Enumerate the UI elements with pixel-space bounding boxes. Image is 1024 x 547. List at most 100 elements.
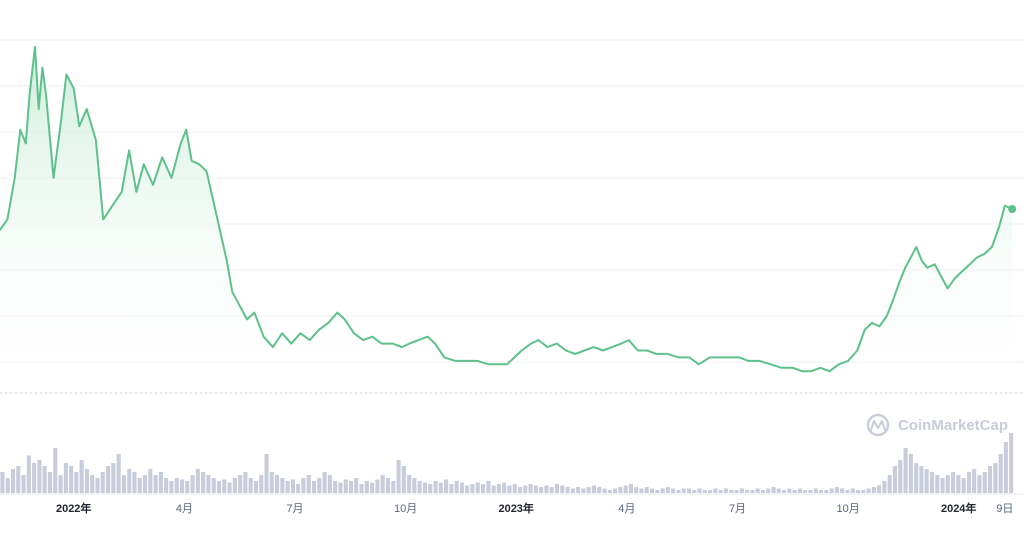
x-tick-label: 4月 bbox=[176, 503, 193, 515]
volume-bar bbox=[132, 472, 137, 493]
volume-bar bbox=[253, 481, 258, 493]
volume-bar bbox=[169, 481, 174, 493]
volume-bar bbox=[37, 460, 42, 493]
volume-bar bbox=[697, 488, 702, 493]
volume-bar bbox=[565, 487, 570, 493]
volume-bar bbox=[206, 475, 211, 493]
volume-bar bbox=[956, 475, 961, 493]
volume-bar bbox=[544, 485, 549, 493]
volume-bar bbox=[143, 475, 148, 493]
volume-bar bbox=[375, 479, 380, 493]
volume-bar bbox=[882, 481, 887, 493]
volume-bar bbox=[238, 475, 243, 493]
volume-bar bbox=[597, 487, 602, 493]
volume-bar bbox=[586, 487, 591, 493]
x-tick-label: 2024年 bbox=[941, 501, 976, 515]
volume-bar bbox=[829, 488, 834, 493]
volume-bar bbox=[687, 488, 692, 493]
volume-bar bbox=[232, 478, 237, 493]
volume-bar bbox=[613, 488, 618, 493]
volume-bar bbox=[845, 490, 850, 493]
volume-bar bbox=[898, 460, 903, 493]
volume-bar bbox=[148, 469, 153, 493]
volume-bar bbox=[412, 478, 417, 493]
volume-bar bbox=[385, 478, 390, 493]
volume-bar bbox=[618, 487, 623, 493]
volume-bar bbox=[782, 490, 787, 493]
volume-bar bbox=[317, 478, 322, 493]
volume-bar bbox=[312, 481, 317, 493]
volume-bar bbox=[417, 481, 422, 493]
volume-bar bbox=[164, 478, 169, 493]
volume-bar bbox=[380, 475, 385, 493]
volume-bar bbox=[570, 488, 575, 493]
volume-bar bbox=[576, 487, 581, 493]
coinmarketcap-logo-icon bbox=[866, 413, 890, 437]
volume-bar bbox=[63, 463, 68, 493]
volume-bar bbox=[195, 469, 200, 493]
volume-bar bbox=[903, 448, 908, 493]
volume-bar bbox=[275, 475, 280, 493]
volume-bar bbox=[998, 454, 1003, 493]
volume-bar bbox=[713, 488, 718, 493]
volume-bar bbox=[512, 484, 517, 493]
volume-bar bbox=[591, 485, 596, 493]
x-tick-label: 7月 bbox=[729, 503, 746, 515]
volume-bar bbox=[1009, 433, 1014, 493]
volume-bar bbox=[285, 481, 290, 493]
volume-bar bbox=[438, 482, 443, 493]
volume-bar bbox=[111, 463, 116, 493]
volume-bar bbox=[407, 475, 412, 493]
volume-bar bbox=[116, 454, 121, 493]
volume-bar bbox=[211, 478, 216, 493]
volume-bar bbox=[750, 490, 755, 493]
volume-bar bbox=[819, 490, 824, 493]
volume-bar bbox=[940, 478, 945, 493]
volume-bar bbox=[966, 472, 971, 493]
watermark-text: CoinMarketCap bbox=[898, 417, 1008, 434]
volume-bar bbox=[692, 490, 697, 493]
volume-bar bbox=[158, 472, 163, 493]
volume-bar bbox=[824, 490, 829, 493]
volume-bar bbox=[1003, 442, 1008, 493]
price-area-fill bbox=[0, 46, 1013, 386]
x-tick-label: 10月 bbox=[836, 503, 859, 515]
volume-bar bbox=[127, 469, 132, 493]
volume-bars bbox=[0, 433, 1014, 493]
volume-bar bbox=[549, 487, 554, 493]
volume-bar bbox=[100, 472, 105, 493]
current-price-point[interactable] bbox=[1008, 205, 1017, 213]
volume-bar bbox=[739, 488, 744, 493]
volume-bar bbox=[972, 469, 977, 493]
volume-bar bbox=[518, 487, 523, 493]
volume-bar bbox=[296, 484, 301, 493]
volume-bar bbox=[924, 469, 929, 493]
volume-bar bbox=[892, 466, 897, 493]
x-tick-label: 10月 bbox=[394, 503, 417, 515]
volume-bar bbox=[454, 481, 459, 493]
volume-bar bbox=[760, 490, 765, 493]
volume-bar bbox=[988, 466, 993, 493]
volume-bar bbox=[507, 485, 512, 493]
volume-bar bbox=[0, 472, 5, 493]
volume-bar bbox=[554, 484, 559, 493]
x-tick-label: 2023年 bbox=[498, 501, 533, 515]
volume-bar bbox=[718, 490, 723, 493]
volume-bar bbox=[671, 488, 676, 493]
volume-bar bbox=[428, 484, 433, 493]
volume-bar bbox=[290, 479, 295, 493]
volume-bar bbox=[755, 488, 760, 493]
volume-bar bbox=[174, 478, 179, 493]
volume-bar bbox=[639, 488, 644, 493]
volume-bar bbox=[5, 478, 10, 493]
volume-bar bbox=[887, 475, 892, 493]
volume-bar bbox=[90, 475, 95, 493]
price-line[interactable] bbox=[0, 45, 1014, 373]
volume-bar bbox=[333, 481, 338, 493]
volume-bar bbox=[95, 478, 100, 493]
volume-bar bbox=[945, 475, 950, 493]
volume-bar bbox=[655, 490, 660, 493]
volume-bar bbox=[486, 481, 491, 493]
